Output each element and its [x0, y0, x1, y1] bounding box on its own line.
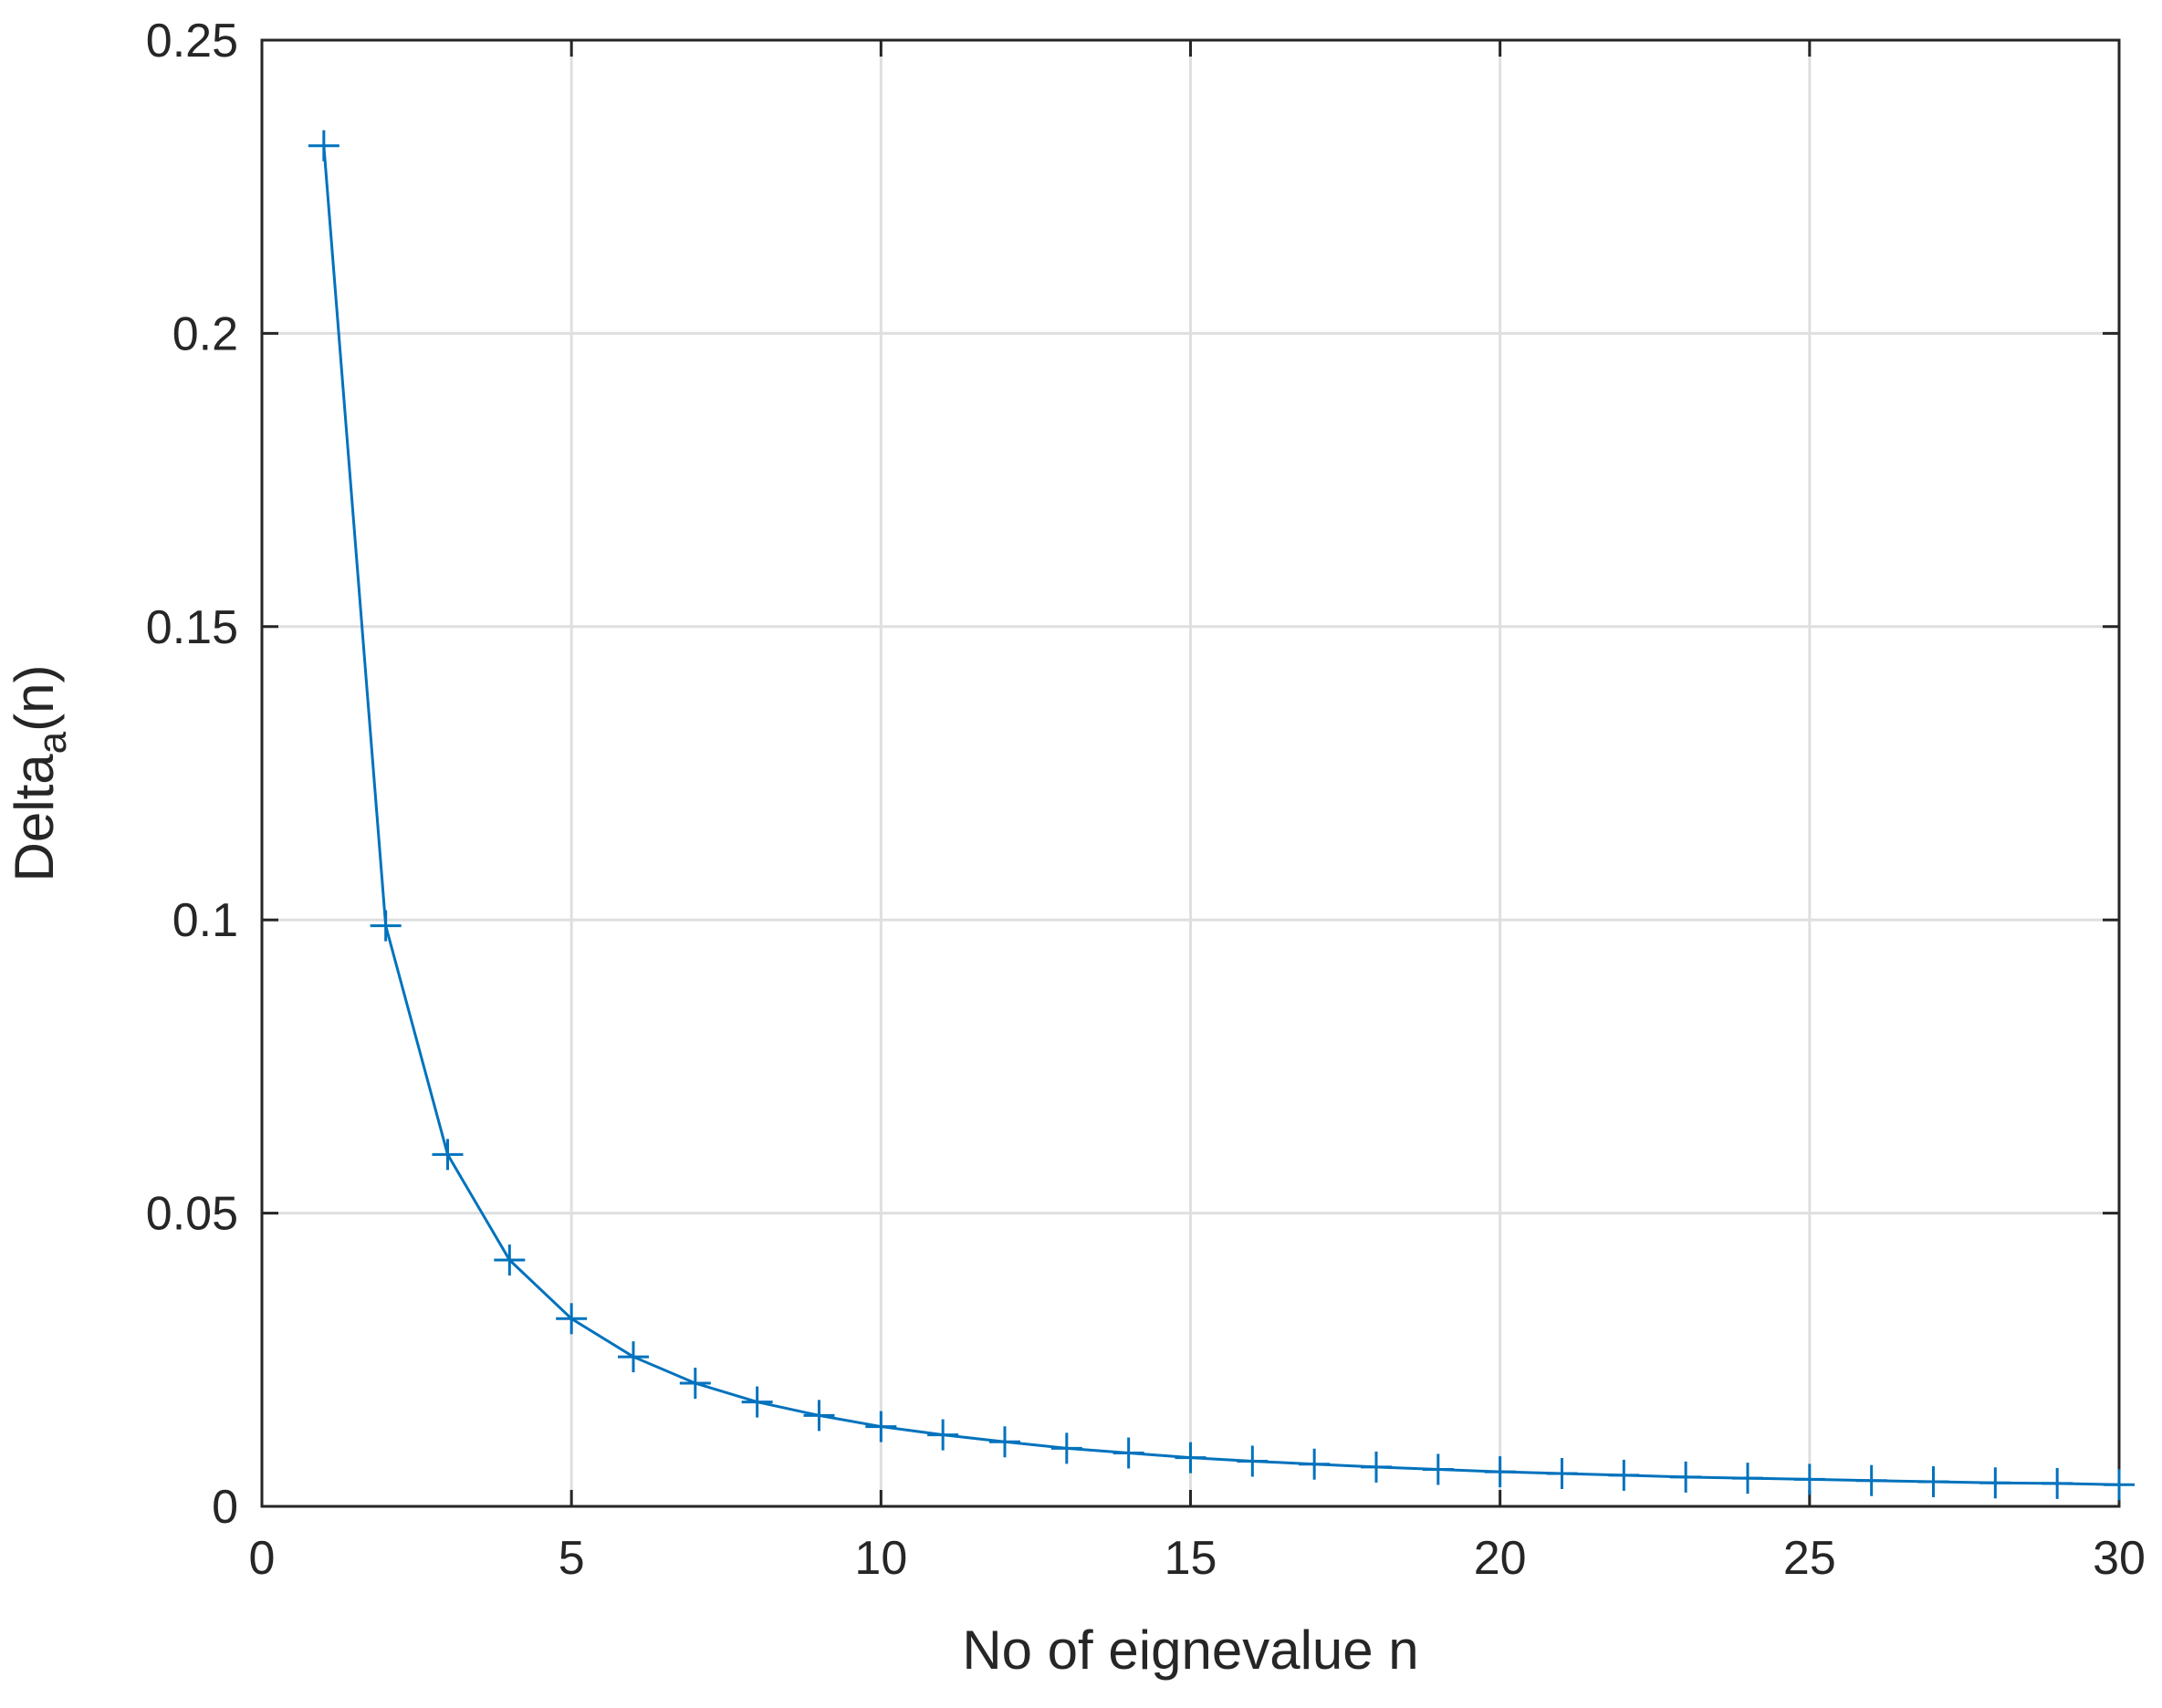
data-point-marker: [432, 1139, 464, 1171]
data-point-marker: [1979, 1467, 2011, 1499]
x-tick-label: 30: [2093, 1532, 2146, 1585]
data-point-marker: [1050, 1432, 1082, 1464]
data-point-marker: [1484, 1456, 1516, 1488]
data-point-marker: [618, 1341, 649, 1373]
data-point-marker: [1237, 1445, 1269, 1477]
series: [308, 130, 2135, 1501]
x-axis-title: No of eignevalue n: [962, 1619, 1418, 1681]
data-point-marker: [1732, 1463, 1763, 1494]
x-tick-label: 0: [249, 1532, 276, 1585]
data-point-marker: [1422, 1453, 1454, 1485]
data-point-marker: [2042, 1467, 2073, 1499]
y-tick-label: 0.05: [146, 1188, 238, 1241]
y-grid: [262, 331, 2119, 1215]
data-point-marker: [370, 910, 402, 942]
y-tick-label: 0.15: [146, 601, 238, 654]
data-point-marker: [1793, 1463, 1825, 1495]
series-line: [322, 145, 2120, 1486]
data-point-marker: [1299, 1448, 1331, 1480]
data-point-marker: [679, 1368, 711, 1400]
data-point-marker: [494, 1245, 526, 1276]
x-grid: [569, 40, 1812, 1506]
data-point-marker: [1546, 1458, 1578, 1490]
x-tick-label: 20: [1474, 1532, 1527, 1585]
data-point-marker: [1361, 1451, 1392, 1483]
x-tick-label: 25: [1783, 1532, 1836, 1585]
y-tick-label: 0: [212, 1481, 238, 1534]
x-tick-label: 5: [559, 1532, 585, 1585]
y-tick-label: 0.2: [172, 307, 238, 360]
data-point-marker: [556, 1303, 588, 1335]
y-axis-title-subscript: a: [30, 731, 75, 754]
y-tick-label: 0.25: [146, 15, 238, 68]
y-axis-title-tail: (n): [4, 665, 65, 732]
data-point-marker: [803, 1400, 835, 1432]
data-point-marker: [1855, 1464, 1887, 1496]
data-point-marker: [1608, 1459, 1640, 1491]
x-tick-label: 15: [1165, 1532, 1217, 1585]
data-point-marker: [1112, 1437, 1144, 1469]
y-axis-title-main: Delta: [4, 754, 65, 882]
x-tick-label: 10: [854, 1532, 907, 1585]
data-point-marker: [2104, 1469, 2135, 1501]
x-tick-labels: 0 5 10 15 20 25 30: [249, 1532, 2146, 1585]
y-axis-title: Deltaa(n): [4, 665, 75, 882]
data-point-marker: [1175, 1442, 1206, 1474]
data-point-marker: [989, 1426, 1020, 1458]
data-point-marker: [927, 1419, 959, 1451]
data-point-marker: [741, 1386, 773, 1418]
data-point-marker: [1917, 1466, 1949, 1498]
data-point-marker: [1670, 1461, 1702, 1493]
data-point-marker: [865, 1411, 897, 1442]
y-tick-labels: 0 0.05 0.1 0.15 0.2 0.25: [146, 15, 238, 1534]
data-point-marker: [308, 130, 339, 161]
y-tick-label: 0.1: [172, 894, 238, 947]
